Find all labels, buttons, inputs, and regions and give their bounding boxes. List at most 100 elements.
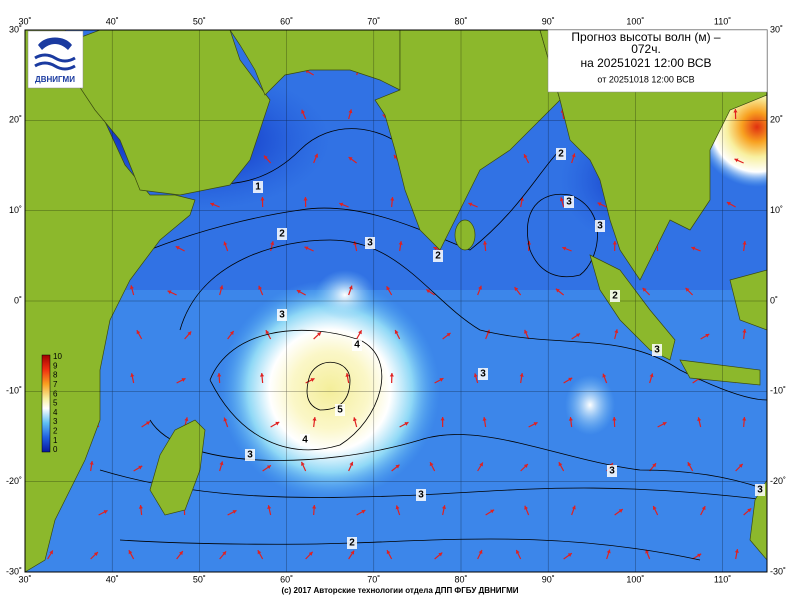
arrow-head [738,463,743,468]
arrow-head [348,285,353,290]
arrow-head [433,246,438,251]
contour-label: 3 [757,485,763,496]
arrow-head [571,505,576,510]
arrow-head [438,552,443,557]
arrow-head [515,549,520,554]
lon-label: 60˚ [280,574,293,584]
contour-label-bg [347,537,357,549]
arrow-head [742,329,747,333]
arrow-head [301,109,305,114]
arrow-head [219,461,224,466]
arrow-head [348,157,353,161]
arrow-head [555,288,560,293]
lon-label: 100˚ [626,16,644,26]
contour-label-bg [335,404,345,416]
arrow-head [606,549,611,554]
contour-label: 2 [612,291,618,302]
arrow-head [187,331,192,336]
colorbar-label: 5 [53,399,58,408]
arrow-head [270,241,275,246]
arrow-head [219,285,224,290]
arrow-head [304,246,309,251]
arrow-head [184,417,189,422]
arrow-head [303,197,308,201]
title: Прогноз высоты волн (м) – [571,30,721,44]
arrow-head [562,246,567,251]
arrow-head [136,330,141,335]
contour-label: 3 [609,466,615,477]
arrow-head [138,465,143,470]
contour-label-bg [300,434,310,446]
arrow-head [662,422,667,426]
contour-label: 3 [654,345,660,356]
contour-label: 3 [597,221,603,232]
contour-label: 2 [435,251,441,262]
arrow-head [642,287,647,292]
lat-label: 30˚ [9,24,22,34]
lat-label: -20˚ [6,476,22,486]
arrow-head [175,246,180,250]
contour-label: 3 [480,369,486,380]
arrow-head [649,373,654,378]
arrow-head [129,285,134,290]
colorbar [41,354,51,453]
arrow-head [533,422,538,426]
arrow-head [89,461,94,465]
arrow-head [742,417,747,421]
colorbar-label: 10 [53,352,62,361]
arrow-head [426,289,431,294]
frame [24,29,768,573]
arrow-head [701,506,706,511]
arrow-head [339,202,344,207]
contour-label: 3 [247,450,253,461]
arrow-head [301,461,305,466]
high-waves [315,270,375,320]
arrow-head [612,417,617,421]
contour-label-bg [253,181,263,193]
arrow-head [687,462,692,467]
arrow-head [257,550,262,555]
contour-label: 2 [279,229,285,240]
arrow-head [597,202,602,207]
lat-label: 30˚ [770,24,783,34]
lat-label: -30˚ [770,566,786,576]
arrow-head [519,373,524,377]
arrow-head [308,551,313,556]
lon-label: 90˚ [542,16,555,26]
arrow-head [652,463,657,468]
arrow-head [361,510,366,514]
arrow-head [179,551,183,556]
arrow-head [386,286,391,291]
arrow-head [602,373,607,378]
arrow-head [697,417,702,422]
lon-label: 70˚ [367,574,380,584]
arrow-head [167,290,172,295]
arrow-head [265,330,270,335]
arrow-head [691,246,696,251]
arrow-head [478,549,483,554]
contour-label: 1 [255,182,261,193]
arrow-head [726,202,731,206]
arrow-head [705,333,710,338]
arrow-head [747,508,752,513]
arrow-head [567,553,572,557]
arrow-head [389,373,394,377]
arrow-head [394,330,399,335]
contour-label-bg [365,237,375,249]
arrow-head [490,509,495,514]
arrow-head [571,153,576,158]
lat-label: 0˚ [770,295,778,305]
arrow-head [482,241,488,245]
arrow-head [473,373,478,378]
lat-label: -20˚ [770,476,786,486]
arrow-head [685,287,690,292]
contour-label-bg [277,309,287,321]
arrow-head [568,417,573,421]
lon-label: 100˚ [626,574,644,584]
arrow-head [734,549,739,553]
arrow-head [652,505,657,510]
lat-label: 20˚ [770,115,783,125]
title-box: Прогноз высоты волн (м) – 072ч. на 20251… [547,29,768,93]
contour-label-bg [556,148,566,160]
